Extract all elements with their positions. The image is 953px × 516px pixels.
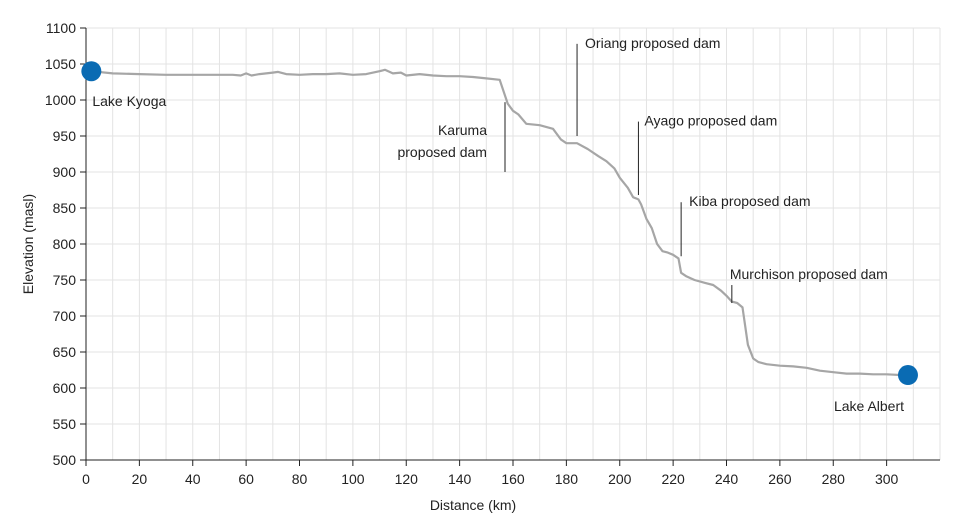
x-tick-label: 80: [292, 471, 308, 487]
annotations: Karuma proposed dam Oriang proposed dam Aya…: [397, 35, 888, 304]
y-tick-label: 800: [53, 236, 77, 252]
y-tick-label: 500: [53, 452, 77, 468]
y-tick-label: 1000: [45, 92, 76, 108]
y-tick-label: 600: [53, 380, 77, 396]
x-axis-title: Distance (km): [430, 497, 516, 513]
x-tick-label: 100: [341, 471, 365, 487]
y-axis-title: Elevation (masl): [20, 194, 36, 294]
endpoint-label: Lake Albert: [834, 398, 904, 414]
x-tick-label: 260: [768, 471, 792, 487]
annotation-label: Murchison proposed dam: [730, 266, 888, 282]
annotation-label: proposed dam: [397, 144, 487, 160]
annotation-label: Ayago proposed dam: [644, 113, 777, 129]
annotation-label: Karuma: [438, 122, 487, 138]
y-tick-label: 1050: [45, 56, 76, 72]
y-tick-label: 750: [53, 272, 77, 288]
x-tick-label: 220: [661, 471, 685, 487]
x-tick-label: 0: [82, 471, 90, 487]
y-tick-label: 650: [53, 344, 77, 360]
endpoints: Lake Kyoga Lake Albert: [81, 61, 918, 414]
elevation-line: [91, 68, 908, 377]
endpoint-marker: [81, 61, 102, 82]
y-tick-label: 550: [53, 416, 77, 432]
x-tick-label: 160: [501, 471, 525, 487]
annotation-label: Oriang proposed dam: [585, 35, 720, 51]
y-tick-label: 1100: [46, 20, 76, 36]
y-tick-label: 700: [53, 308, 77, 324]
x-tick-label: 300: [875, 471, 899, 487]
x-tick-label: 200: [608, 471, 632, 487]
grid: [86, 27, 941, 460]
endpoint-marker: [897, 365, 918, 386]
x-tick-label: 240: [715, 471, 739, 487]
y-tick-label: 950: [53, 128, 77, 144]
y-tick-label: 850: [53, 200, 77, 216]
series-layer: [91, 68, 908, 377]
x-tick-label: 20: [132, 471, 148, 487]
x-tick-label: 140: [448, 471, 472, 487]
axes: 5005506006507007508008509009501000105011…: [45, 20, 940, 487]
x-tick-label: 180: [555, 471, 579, 487]
x-tick-label: 60: [238, 471, 254, 487]
x-tick-label: 280: [822, 471, 846, 487]
x-tick-label: 120: [395, 471, 419, 487]
annotation-label: Kiba proposed dam: [689, 193, 810, 209]
endpoint-label: Lake Kyoga: [92, 93, 166, 109]
x-tick-label: 40: [185, 471, 201, 487]
y-tick-label: 900: [53, 164, 77, 180]
